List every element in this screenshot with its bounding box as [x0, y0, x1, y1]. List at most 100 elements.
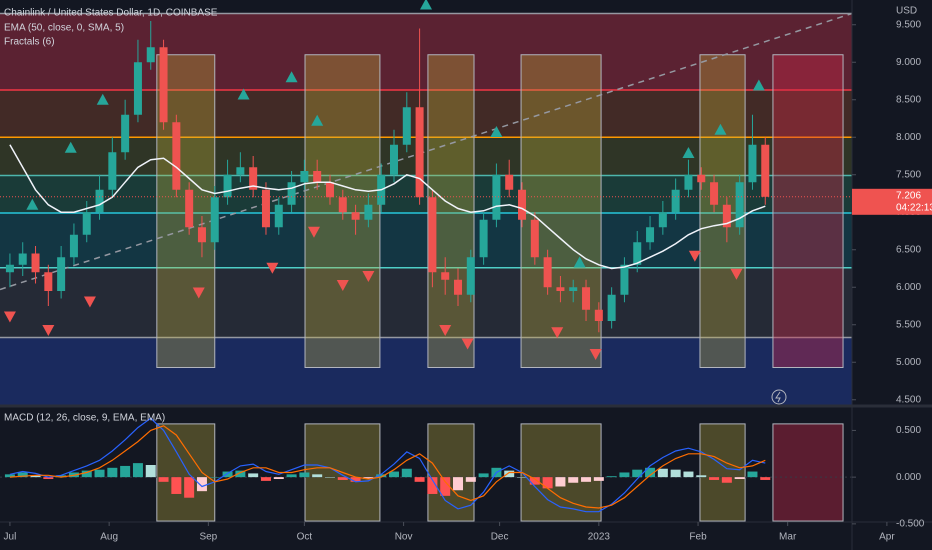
level-band [0, 137, 852, 176]
macd-histogram-bar [376, 474, 387, 478]
macd-histogram-bar [645, 467, 656, 478]
fractal-up [573, 256, 586, 268]
macd-histogram-bar [248, 473, 259, 478]
candle-body [633, 242, 642, 265]
macd-histogram-bar [56, 475, 67, 478]
indicator-label: EMA (50, close, 0, SMA, 5) [4, 23, 124, 34]
candle-body [351, 212, 360, 220]
price-pane [0, 0, 853, 405]
session-box [699, 423, 746, 522]
macd-histogram-bar [363, 477, 374, 480]
alert-icon-bolt [775, 391, 781, 403]
fractal-up [714, 123, 727, 135]
macd-pane [0, 417, 852, 522]
candle-body [210, 197, 219, 243]
macd-histogram-bar [517, 477, 528, 478]
macd-histogram-bar [324, 477, 335, 478]
candle-body [236, 167, 245, 175]
macd-histogram-bar [30, 475, 41, 478]
macd-histogram-bar [721, 477, 732, 483]
level-band [0, 175, 852, 213]
macd-histogram-bar [568, 477, 579, 483]
fractal-up [311, 114, 324, 126]
fractal-down [42, 325, 55, 336]
candle-body [172, 122, 181, 190]
fractal-up [752, 79, 765, 91]
y-tick-label: -0.500 [896, 519, 925, 530]
candle-body [313, 171, 322, 183]
candle-body [722, 204, 731, 228]
x-tick-label: Apr [879, 532, 895, 543]
macd-histogram-bar [235, 470, 246, 478]
fractal-down [551, 327, 564, 339]
candle-body [389, 144, 398, 175]
macd-histogram-bar [529, 477, 540, 485]
macd-histogram-bar [94, 469, 105, 478]
candle-body [556, 287, 565, 291]
macd-histogram-bar [388, 471, 399, 478]
alert-icon[interactable] [771, 389, 787, 405]
candle-body [121, 114, 130, 153]
candle-body [146, 47, 155, 63]
y-tick-label: 6.500 [896, 244, 921, 255]
macd-histogram-bar [709, 477, 720, 480]
fractal-down [589, 349, 602, 360]
level-band [0, 267, 852, 338]
fractal-up [490, 126, 503, 137]
macd-histogram-bar [593, 477, 604, 481]
fractal-down [3, 311, 16, 323]
macd-histogram-bar [196, 477, 207, 492]
session-box [156, 423, 216, 522]
macd-histogram-bar [453, 477, 464, 491]
macd-histogram-bar [747, 471, 758, 478]
candle-body [133, 62, 142, 115]
last-price-tag [852, 188, 932, 215]
y-tick-label: 5.500 [896, 319, 921, 330]
y-tick-label: 0.500 [896, 425, 921, 436]
candle-body [5, 264, 14, 273]
candle-body [31, 253, 40, 273]
candle-body [95, 189, 104, 213]
x-tick-label: Jul [4, 532, 17, 543]
y-tick-label: 0.000 [896, 472, 921, 483]
macd-histogram-bar [158, 477, 169, 482]
macd-histogram-bar [581, 477, 592, 482]
macd-histogram-bar [504, 470, 515, 478]
macd-histogram-bar [81, 470, 92, 478]
candle-body [274, 204, 283, 228]
y-tick-label: 8.500 [896, 94, 921, 105]
macd-histogram-bar [632, 469, 643, 478]
countdown-label: 04:22:13 [896, 202, 932, 213]
fractal-up [237, 88, 250, 100]
y-tick-label: 7.500 [896, 169, 921, 180]
last-price-label: 7.206 [896, 190, 921, 201]
candle-body [159, 47, 168, 123]
fractal-up [420, 0, 432, 10]
candle-body [415, 107, 424, 198]
macd-histogram-bar [299, 472, 310, 478]
candle-body [402, 107, 411, 145]
signal-line [9, 425, 766, 509]
macd-histogram-bar [260, 477, 271, 481]
currency-label: USD [896, 6, 917, 17]
candle-body [300, 171, 309, 183]
fractal-down [688, 250, 701, 262]
y-tick-label: 8.000 [896, 132, 921, 143]
candle-body [108, 152, 117, 190]
candle-body [748, 144, 757, 183]
fractal-down [307, 226, 320, 238]
candle-body [658, 212, 667, 228]
fractal-down [461, 338, 474, 350]
candle-body [569, 287, 578, 291]
candle-body [684, 174, 693, 190]
session-box [772, 423, 844, 522]
macd-histogram-bar [171, 477, 182, 494]
candle-body [428, 197, 437, 273]
candle-body [197, 227, 206, 243]
fractal-up [682, 147, 695, 158]
candle-body [530, 219, 539, 258]
level-band [0, 13, 852, 90]
candle-body [249, 167, 258, 190]
